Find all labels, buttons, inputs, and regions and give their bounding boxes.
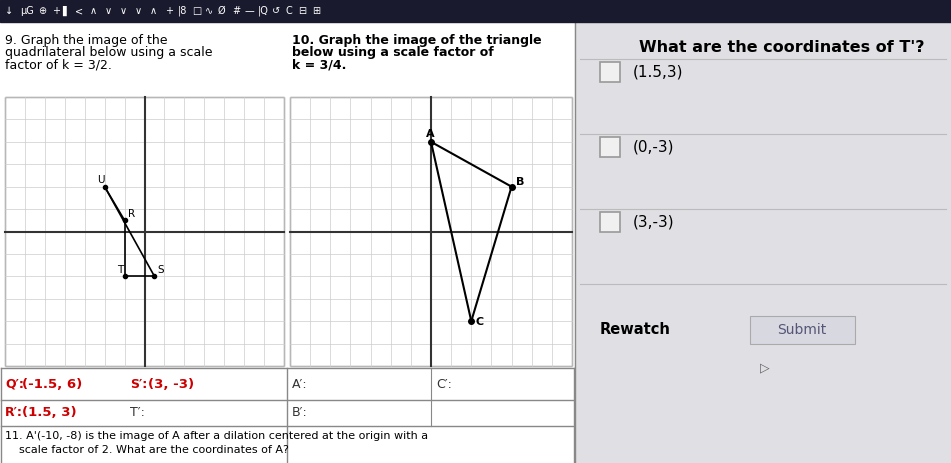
Text: (3, -3): (3, -3) [148,377,194,390]
Bar [5,97,284,366]
FancyBboxPatch shape [600,62,620,82]
Text: ∿: ∿ [205,6,213,16]
Text: ▷: ▷ [760,362,769,375]
Text: A′:: A′: [292,377,307,390]
Text: ∧: ∧ [150,6,157,16]
Text: B: B [515,177,524,187]
Bar [575,22,951,463]
Text: □: □ [192,6,202,16]
Text: Submit: Submit [777,323,826,337]
Text: —: — [245,6,255,16]
Bar [0,22,575,463]
Text: scale factor of 2. What are the coordinates of A?: scale factor of 2. What are the coordina… [5,445,289,455]
Text: (-1.5, 6): (-1.5, 6) [22,377,82,390]
Text: 10. Graph the image of the triangle: 10. Graph the image of the triangle [292,34,542,47]
Text: C′:: C′: [436,377,452,390]
Text: (3,-3): (3,-3) [633,214,674,230]
Bar [290,97,572,366]
Text: |8: |8 [178,6,187,16]
Text: A: A [426,129,435,139]
Text: |Q: |Q [258,6,269,16]
Text: T: T [117,265,123,275]
Text: ⊕: ⊕ [38,6,47,16]
Text: k = 3/4.: k = 3/4. [292,58,346,71]
Text: Q′:: Q′: [5,377,24,390]
Text: ⊟: ⊟ [298,6,306,16]
Text: B′:: B′: [292,407,308,419]
Text: +: + [165,6,173,16]
Text: R′:: R′: [5,407,23,419]
Text: C: C [285,6,292,16]
Text: ∨: ∨ [105,6,112,16]
Text: C: C [476,317,483,327]
Text: μG: μG [20,6,33,16]
Text: S: S [158,265,165,275]
Text: ∨: ∨ [120,6,127,16]
Text: ∧: ∧ [90,6,97,16]
Text: U: U [97,175,105,185]
Text: 9. Graph the image of the: 9. Graph the image of the [5,34,167,47]
Text: 11. A'(-10, -8) is the image of A after a dilation centered at the origin with a: 11. A'(-10, -8) is the image of A after … [5,431,428,441]
Text: ↓: ↓ [5,6,13,16]
Text: Rewatch: Rewatch [599,323,670,338]
Text: factor of k = 3/2.: factor of k = 3/2. [5,58,112,71]
Text: below using a scale factor of: below using a scale factor of [292,46,494,59]
Text: What are the coordinates of T'?: What are the coordinates of T'? [639,39,924,55]
Text: S′:: S′: [130,377,147,390]
Text: ▌: ▌ [62,6,69,16]
Text: #: # [232,6,240,16]
Text: (1.5, 3): (1.5, 3) [22,407,77,419]
Text: ⊞: ⊞ [312,6,320,16]
Text: T′:: T′: [130,407,145,419]
FancyBboxPatch shape [600,137,620,157]
Text: ∨: ∨ [135,6,142,16]
Text: quadrilateral below using a scale: quadrilateral below using a scale [5,46,212,59]
FancyBboxPatch shape [750,316,855,344]
Text: ↺: ↺ [272,6,281,16]
Text: (0,-3): (0,-3) [633,139,674,155]
Text: +: + [52,6,60,16]
Text: R: R [127,209,135,219]
Text: Ø: Ø [218,6,225,16]
Text: (1.5,3): (1.5,3) [633,64,684,80]
FancyBboxPatch shape [600,212,620,232]
Bar [0,0,951,22]
Text: <: < [75,6,83,16]
